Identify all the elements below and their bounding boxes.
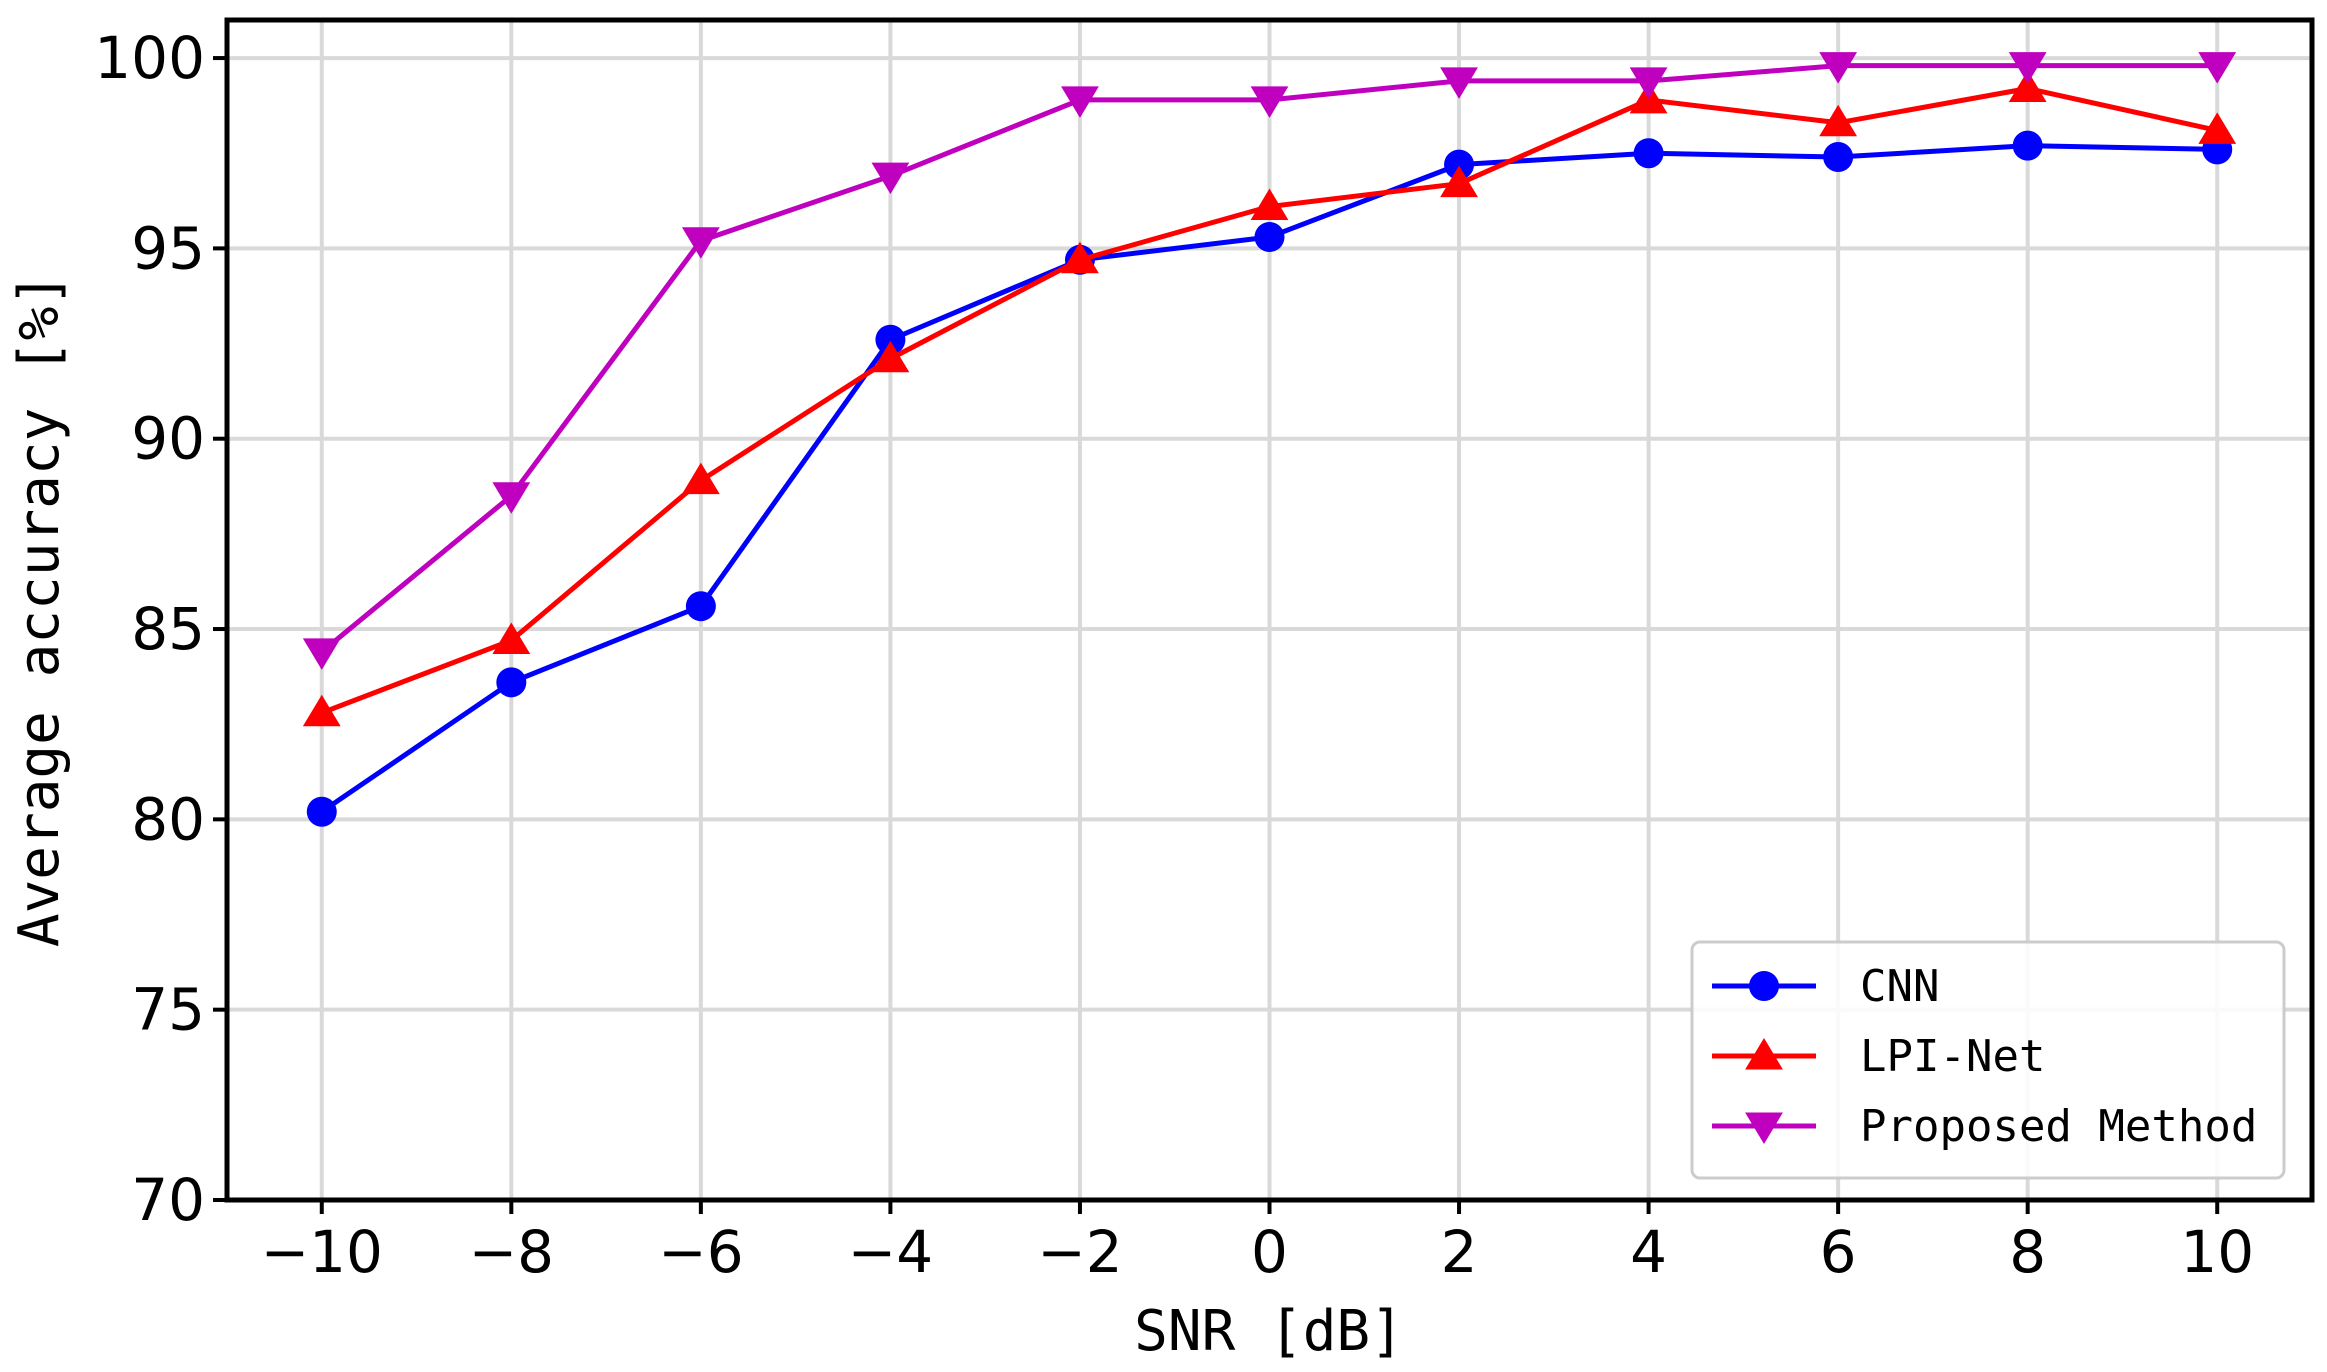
y-tick-label: 75 [131, 976, 205, 1044]
y-tick-label: 90 [131, 405, 205, 473]
data-point [2198, 112, 2237, 144]
data-point [681, 462, 720, 495]
x-tick-label: 8 [2009, 1218, 2046, 1286]
data-point [492, 622, 531, 654]
data-point [2008, 70, 2047, 103]
x-tick-label: 10 [2180, 1218, 2254, 1286]
x-tick-label: −8 [469, 1218, 555, 1286]
legend-label: CNN [1860, 961, 1939, 1012]
data-point [2012, 130, 2043, 161]
data-point [306, 796, 337, 827]
data-point [1250, 86, 1289, 118]
y-tick-label: 95 [131, 214, 205, 282]
legend-entry: CNN [1712, 961, 1939, 1012]
x-tick-label: 6 [1820, 1218, 1857, 1286]
y-axis-title: Average accuracy [%] [7, 273, 72, 947]
legend-entry: Proposed Method [1712, 1101, 2257, 1152]
y-tick-label: 80 [131, 785, 205, 853]
x-tick-label: 2 [1441, 1218, 1478, 1286]
data-point [492, 482, 531, 514]
x-tick-label: 0 [1251, 1218, 1288, 1286]
series-proposed-method [302, 52, 2237, 670]
data-point [871, 340, 910, 373]
x-tick-label: 4 [1630, 1218, 1667, 1286]
x-tick-label: −4 [848, 1218, 934, 1286]
data-point [1819, 52, 1858, 84]
series-lpi-net [302, 70, 2237, 727]
legend-label: Proposed Method [1860, 1101, 2257, 1152]
y-tick-label: 85 [131, 595, 205, 663]
series-group [302, 52, 2237, 827]
data-point [1444, 149, 1475, 180]
data-point [2198, 52, 2237, 84]
legend-box [1690, 940, 2286, 1180]
data-point [1440, 165, 1478, 198]
x-axis-title: SNR [dB] [1134, 1299, 1404, 1364]
data-point [302, 638, 341, 670]
x-tick-label: −10 [261, 1218, 383, 1286]
data-point [1823, 142, 1854, 173]
data-point [1440, 67, 1478, 99]
x-tick-label: −2 [1037, 1218, 1123, 1286]
data-point [1254, 221, 1285, 252]
data-point [1061, 86, 1099, 118]
legend-marker [1745, 1112, 1783, 1144]
y-tick-label: 100 [94, 24, 205, 92]
legend-entry: LPI-Net [1712, 1031, 2045, 1082]
data-point [871, 162, 910, 195]
data-point [685, 591, 716, 622]
data-point [496, 667, 527, 698]
data-point [2008, 52, 2047, 84]
legend-marker [1749, 971, 1779, 1001]
data-point [875, 324, 906, 355]
data-point [1629, 67, 1668, 99]
ticks: −10 −8 −6 −4 −2 0 2 4 6 8 10 70 75 80 85 90 95 100 [94, 24, 2254, 1286]
data-point [1819, 104, 1858, 137]
x-tick-label: −6 [658, 1218, 744, 1286]
legend: CNN LPI-Net Proposed Method [1690, 940, 2286, 1180]
data-point [302, 694, 341, 727]
data-point [681, 227, 720, 259]
data-point [1633, 138, 1664, 169]
data-point [1250, 188, 1289, 221]
data-point [1061, 241, 1099, 274]
legend-label: LPI-Net [1860, 1031, 2045, 1082]
y-tick-label: 70 [131, 1166, 205, 1234]
legend-marker [1745, 1038, 1783, 1070]
